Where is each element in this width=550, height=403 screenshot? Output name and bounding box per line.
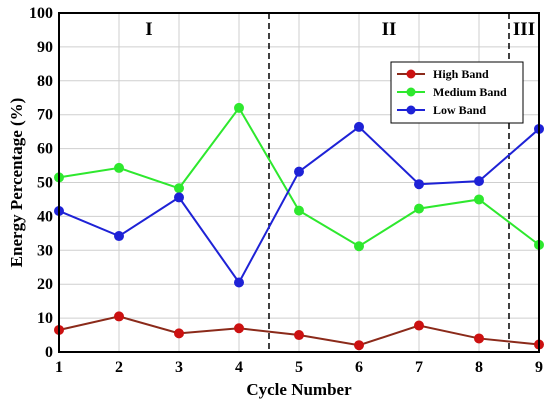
x-tick-label: 1 bbox=[55, 359, 63, 376]
y-tick-label: 100 bbox=[29, 5, 53, 22]
data-point bbox=[414, 320, 424, 331]
data-point bbox=[234, 323, 244, 334]
x-tick-label: 3 bbox=[175, 359, 183, 376]
legend-entry: Medium Band bbox=[433, 85, 507, 99]
y-tick-label: 50 bbox=[37, 175, 53, 192]
region-labels: I II III bbox=[145, 19, 535, 40]
data-point bbox=[354, 121, 364, 132]
data-point bbox=[474, 333, 484, 344]
x-tick-label: 9 bbox=[535, 359, 543, 376]
grid bbox=[58, 12, 540, 353]
legend-swatch-marker bbox=[406, 105, 416, 115]
y-tick-labels: 0 10 20 30 40 50 60 70 80 90 100 bbox=[29, 5, 53, 361]
region-dividers bbox=[268, 13, 510, 352]
data-point bbox=[414, 179, 424, 190]
legend-entry: Low Band bbox=[433, 103, 486, 117]
x-axis-title: Cycle Number bbox=[246, 380, 352, 399]
data-point bbox=[294, 205, 304, 216]
legend-entry: High Band bbox=[433, 67, 489, 81]
y-tick-label: 60 bbox=[37, 141, 53, 158]
data-point bbox=[114, 162, 124, 173]
series-lines bbox=[54, 102, 544, 351]
data-point bbox=[294, 166, 304, 177]
plot-frame bbox=[58, 12, 540, 353]
data-point bbox=[174, 328, 184, 339]
y-tick-label: 90 bbox=[37, 39, 53, 56]
y-tick-label: 30 bbox=[37, 242, 53, 259]
y-tick-label: 70 bbox=[37, 107, 53, 124]
legend: High Band Medium Band Low Band bbox=[390, 61, 524, 124]
y-tick-label: 20 bbox=[37, 276, 53, 293]
data-point bbox=[234, 102, 244, 113]
x-tick-label: 2 bbox=[115, 359, 123, 376]
data-point bbox=[474, 176, 484, 187]
data-point bbox=[174, 183, 184, 194]
x-tick-label: 7 bbox=[415, 359, 423, 376]
region-label: III bbox=[513, 19, 535, 40]
x-tick-label: 4 bbox=[235, 359, 243, 376]
data-point bbox=[174, 192, 184, 203]
region-label: I bbox=[145, 19, 152, 40]
y-tick-label: 40 bbox=[37, 208, 53, 225]
x-tick-label: 6 bbox=[355, 359, 363, 376]
data-point bbox=[114, 311, 124, 322]
y-axis-title: Energy Percentage (%) bbox=[7, 98, 26, 268]
data-point bbox=[354, 340, 364, 351]
data-point bbox=[234, 277, 244, 288]
y-tick-label: 10 bbox=[37, 310, 53, 327]
data-point bbox=[354, 241, 364, 252]
region-label: II bbox=[382, 19, 397, 40]
x-tick-label: 5 bbox=[295, 359, 303, 376]
data-point bbox=[474, 194, 484, 205]
x-tick-label: 8 bbox=[475, 359, 483, 376]
x-tick-labels: 1 2 3 4 5 6 7 8 9 bbox=[55, 359, 543, 376]
data-point bbox=[114, 231, 124, 242]
y-tick-label: 0 bbox=[45, 344, 53, 361]
legend-swatch-marker bbox=[406, 69, 416, 79]
data-point bbox=[414, 203, 424, 214]
y-tick-label: 80 bbox=[37, 73, 53, 90]
legend-swatch-marker bbox=[406, 87, 416, 97]
data-point bbox=[294, 330, 304, 341]
